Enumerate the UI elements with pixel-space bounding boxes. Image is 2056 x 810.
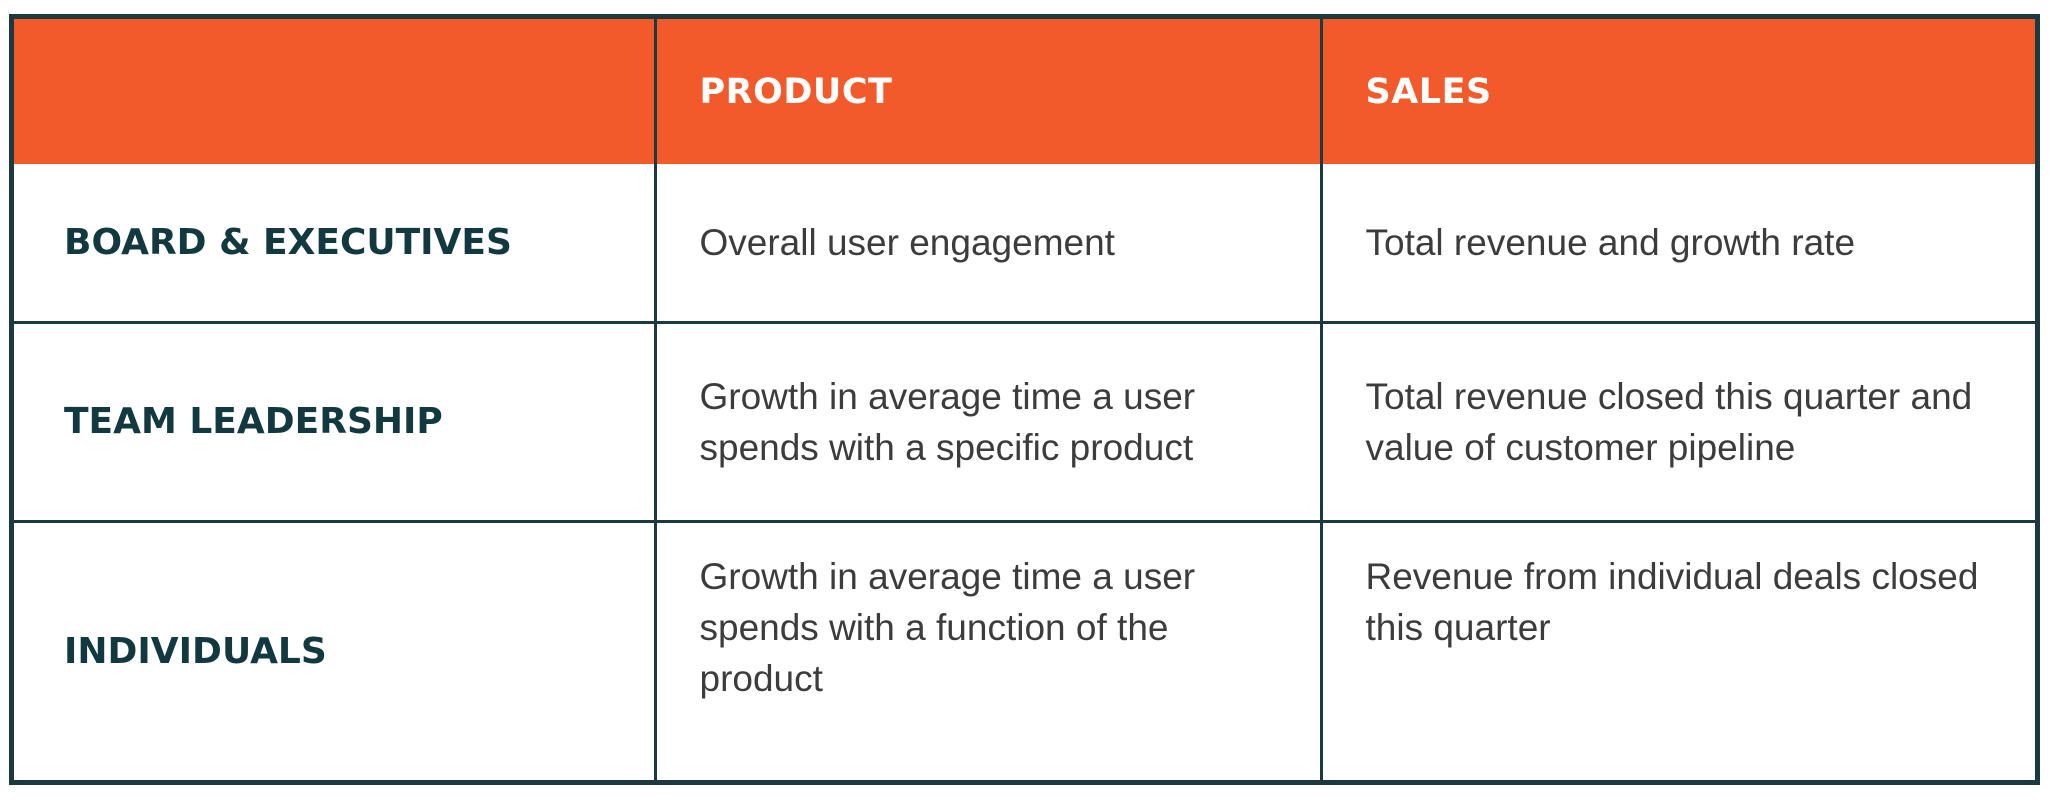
header-product: PRODUCT bbox=[653, 19, 1323, 164]
header-sales: SALES bbox=[1319, 19, 2035, 164]
row-label-team-leadership: TEAM LEADERSHIP bbox=[14, 320, 657, 523]
cell-product: Overall user engagement bbox=[653, 164, 1323, 324]
cell-sales: Revenue from individual deals closed thi… bbox=[1319, 519, 2035, 780]
metrics-table: PRODUCT SALES BOARD & EXECUTIVES Overall… bbox=[14, 19, 2035, 780]
cell-sales: Total revenue and growth rate bbox=[1319, 164, 2035, 324]
header-corner-cell bbox=[14, 19, 657, 164]
cell-product: Growth in average time a user spends wit… bbox=[653, 519, 1323, 780]
table-header-row: PRODUCT SALES bbox=[14, 19, 2035, 164]
cell-sales: Total revenue closed this quarter and va… bbox=[1319, 320, 2035, 523]
row-label-individuals: INDIVIDUALS bbox=[14, 519, 657, 780]
row-label-board-executives: BOARD & EXECUTIVES bbox=[14, 164, 657, 324]
cell-product: Growth in average time a user spends wit… bbox=[653, 320, 1323, 523]
table-row: TEAM LEADERSHIP Growth in average time a… bbox=[14, 320, 2035, 523]
table-row: BOARD & EXECUTIVES Overall user engageme… bbox=[14, 164, 2035, 324]
table-row: INDIVIDUALS Growth in average time a use… bbox=[14, 519, 2035, 780]
metrics-table-frame: PRODUCT SALES BOARD & EXECUTIVES Overall… bbox=[9, 14, 2040, 785]
